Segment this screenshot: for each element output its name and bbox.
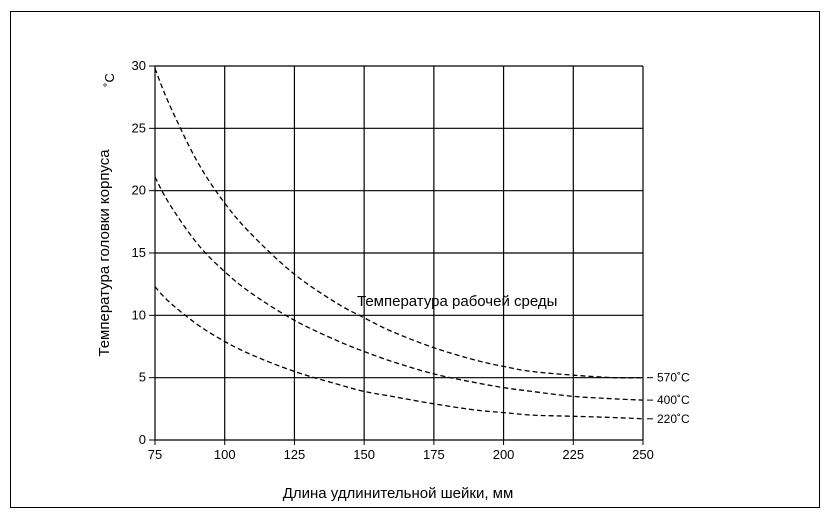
- series-label-1: 400˚C: [657, 393, 690, 407]
- x-tick-label: 75: [148, 447, 162, 462]
- y-tick-label: 5: [139, 370, 146, 385]
- y-tick-label: 10: [132, 307, 146, 322]
- y-axis-unit: ˚C: [102, 73, 117, 87]
- series-line-1: [155, 177, 643, 400]
- series-label-0: 570˚C: [657, 371, 690, 385]
- x-tick-label: 125: [284, 447, 306, 462]
- series-group: [155, 69, 643, 419]
- y-tick-label: 15: [132, 245, 146, 260]
- x-tick-label: 200: [493, 447, 515, 462]
- y-axis-label: Температура головки корпуса: [96, 149, 113, 357]
- grid: [155, 66, 643, 440]
- y-tick-label: 0: [139, 432, 146, 447]
- x-axis-label: Длина удлинительной шейки, мм: [283, 485, 514, 502]
- x-tick-label: 175: [423, 447, 445, 462]
- series-label-2: 220˚C: [657, 412, 690, 426]
- x-tick-label: 100: [214, 447, 236, 462]
- axes: 75 100 125 150 175 200 225 250 0 5 10 15 20 25 30: [132, 58, 654, 462]
- x-tick-label: 150: [353, 447, 375, 462]
- y-tick-label: 30: [132, 58, 146, 73]
- x-tick-label: 225: [562, 447, 584, 462]
- labels-group: 570˚C 400˚C 220˚C: [647, 371, 690, 426]
- series-line-0: [155, 69, 643, 378]
- x-tick-label: 250: [632, 447, 654, 462]
- y-tick-label: 20: [132, 183, 146, 198]
- y-tick-label: 25: [132, 120, 146, 135]
- annotation-text: Температура рабочей среды: [357, 293, 557, 310]
